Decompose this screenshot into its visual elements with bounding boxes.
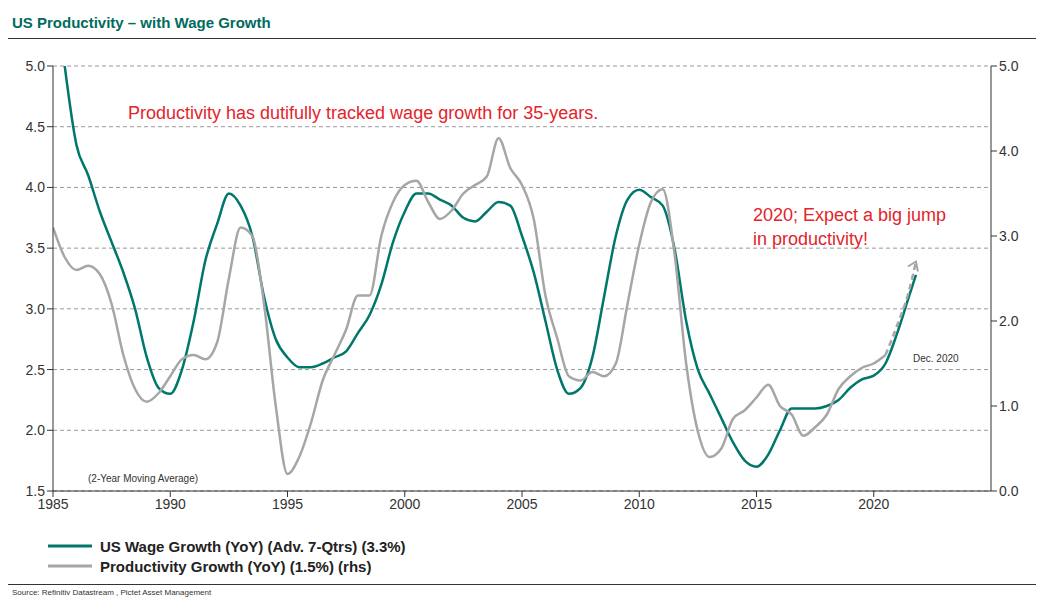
- html-text:2020; Expect a big jump in pro: 2020; Expect a big jump in productivity!: [753, 205, 947, 249]
- svg-text:3.0: 3.0: [26, 301, 46, 317]
- svg-text:0.0: 0.0: [999, 483, 1019, 499]
- svg-text:3.5: 3.5: [26, 240, 46, 256]
- svg-text:5.0: 5.0: [26, 58, 46, 74]
- html-text:(2-Year Moving Average): (2-Year Moving Average): [88, 473, 199, 484]
- svg-text:5.0: 5.0: [999, 58, 1019, 74]
- html-text:Source: Refinitiv Datastream ,: Source: Refinitiv Datastream , Pictet As…: [12, 588, 212, 597]
- svg-text:2010: 2010: [624, 496, 655, 512]
- svg-text:1.0: 1.0: [999, 398, 1019, 414]
- svg-text:2000: 2000: [389, 496, 420, 512]
- svg-text:4.0: 4.0: [999, 143, 1019, 159]
- svg-text:2005: 2005: [506, 496, 537, 512]
- html-text:Dec. 2020: Dec. 2020: [913, 353, 959, 364]
- svg-text:1985: 1985: [37, 495, 69, 512]
- svg-text:2.5: 2.5: [26, 362, 46, 378]
- svg-text:1.5: 1.5: [26, 483, 46, 499]
- svg-text:4.0: 4.0: [26, 179, 46, 195]
- svg-text:1990: 1990: [155, 496, 186, 512]
- svg-text:2020: 2020: [858, 496, 889, 512]
- html-text:US Wage Growth (YoY) (Adv. 7-Q: US Wage Growth (YoY) (Adv. 7-Qtrs) (3.3%…: [100, 537, 406, 555]
- html-text:Productivity Growth (YoY) (1.5: Productivity Growth (YoY) (1.5%) (rhs): [100, 557, 372, 575]
- html-text:US Productivity – with Wage Gr: US Productivity – with Wage Growth: [12, 14, 271, 31]
- svg-text:3.0: 3.0: [999, 228, 1019, 244]
- svg-text:1995: 1995: [272, 496, 303, 512]
- svg-text:2.0: 2.0: [26, 422, 46, 438]
- svg-text:2.0: 2.0: [999, 313, 1019, 329]
- svg-text:2015: 2015: [741, 496, 772, 512]
- svg-text:4.5: 4.5: [26, 119, 46, 135]
- html-text:Productivity has dutifully tra: Productivity has dutifully tracked wage …: [128, 103, 599, 123]
